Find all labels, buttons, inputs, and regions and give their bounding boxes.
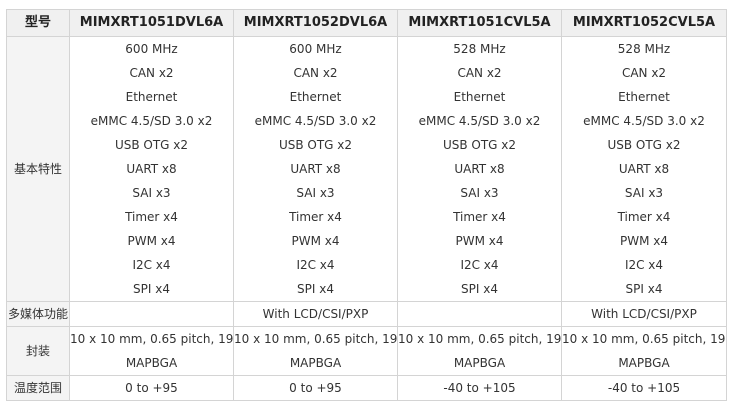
feature-cell: CAN x2 xyxy=(293,66,338,80)
feature-cell: eMMC 4.5/SD 3.0 x2 xyxy=(418,114,541,128)
feature-cell: SPI x4 xyxy=(461,282,498,296)
multimedia-label: 多媒体功能 xyxy=(6,301,70,327)
multimedia-row: 多媒体功能 With LCD/CSI/PXP With LCD/CSI/PXP xyxy=(6,301,727,327)
feature-cell: 528 MHz xyxy=(617,42,671,56)
feature-cell: SAI x3 xyxy=(296,186,335,200)
package-row: 封装 10 x 10 mm, 0.65 pitch, 196 MAPBGA 10… xyxy=(6,326,727,376)
feature-cell: 528 MHz xyxy=(453,42,506,56)
feature-cell: SPI x4 xyxy=(133,282,170,296)
package-line: MAPBGA xyxy=(289,356,342,370)
feature-cell: Timer x4 xyxy=(289,210,342,224)
feature-cell: UART x8 xyxy=(454,162,505,176)
feature-cell: Ethernet xyxy=(289,90,342,104)
feature-cell: Ethernet xyxy=(618,90,670,104)
package-label: 封装 xyxy=(6,326,70,376)
temperature-cell-3: -40 to +105 xyxy=(397,375,562,401)
feature-cell: I2C x4 xyxy=(132,258,171,272)
feature-cell: PWM x4 xyxy=(291,234,340,248)
header-row: 型号 MIMXRT1051DVL6A MIMXRT1052DVL6A MIMXR… xyxy=(6,9,727,37)
model-header-2: MIMXRT1052DVL6A xyxy=(233,9,398,37)
feature-cell: I2C x4 xyxy=(296,258,335,272)
model-header-1: MIMXRT1051DVL6A xyxy=(69,9,234,37)
feature-cell: UART x8 xyxy=(126,162,177,176)
package-line: 10 x 10 mm, 0.65 pitch, 196 xyxy=(70,332,234,346)
feature-cell: Timer x4 xyxy=(617,210,671,224)
multimedia-cell-2: With LCD/CSI/PXP xyxy=(233,301,398,327)
package-cell-2: 10 x 10 mm, 0.65 pitch, 196 MAPBGA xyxy=(233,326,398,376)
feature-cell: CAN x2 xyxy=(457,66,502,80)
feature-cell: SAI x3 xyxy=(624,186,664,200)
feature-cell: UART x8 xyxy=(618,162,670,176)
feature-cell: Ethernet xyxy=(453,90,506,104)
feature-cell: Ethernet xyxy=(125,90,178,104)
basic-features-col-4: 528 MHz CAN x2 Ethernet eMMC 4.5/SD 3.0 … xyxy=(561,36,727,302)
feature-cell: USB OTG x2 xyxy=(278,138,353,152)
header-label: 型号 xyxy=(6,9,70,37)
feature-cell: SAI x3 xyxy=(132,186,171,200)
feature-cell: PWM x4 xyxy=(455,234,504,248)
temperature-cell-4: -40 to +105 xyxy=(561,375,727,401)
temperature-cell-2: 0 to +95 xyxy=(233,375,398,401)
feature-cell: 600 MHz xyxy=(125,42,178,56)
feature-cell: PWM x4 xyxy=(619,234,668,248)
feature-cell: I2C x4 xyxy=(624,258,664,272)
feature-cell: PWM x4 xyxy=(127,234,176,248)
multimedia-cell-3 xyxy=(397,301,562,327)
feature-cell: USB OTG x2 xyxy=(607,138,681,152)
package-line: MAPBGA xyxy=(618,356,670,370)
feature-cell: SPI x4 xyxy=(297,282,334,296)
basic-features-col-3: 528 MHz CAN x2 Ethernet eMMC 4.5/SD 3.0 … xyxy=(397,36,562,302)
feature-cell: eMMC 4.5/SD 3.0 x2 xyxy=(254,114,377,128)
feature-cell: SPI x4 xyxy=(625,282,663,296)
temperature-row: 温度范围 0 to +95 0 to +95 -40 to +105 -40 t… xyxy=(6,375,727,401)
model-header-3: MIMXRT1051CVL5A xyxy=(397,9,562,37)
temperature-label: 温度范围 xyxy=(6,375,70,401)
package-line: MAPBGA xyxy=(453,356,506,370)
package-cell-4: 10 x 10 mm, 0.65 pitch, 196 MAPBGA xyxy=(561,326,727,376)
feature-cell: USB OTG x2 xyxy=(114,138,189,152)
package-line: MAPBGA xyxy=(125,356,178,370)
temperature-cell-1: 0 to +95 xyxy=(69,375,234,401)
basic-features-col-2: 600 MHz CAN x2 Ethernet eMMC 4.5/SD 3.0 … xyxy=(233,36,398,302)
model-header-4: MIMXRT1052CVL5A xyxy=(561,9,727,37)
basic-features-col-1: 600 MHz CAN x2 Ethernet eMMC 4.5/SD 3.0 … xyxy=(69,36,234,302)
package-cell-1: 10 x 10 mm, 0.65 pitch, 196 MAPBGA xyxy=(69,326,234,376)
feature-cell: Timer x4 xyxy=(453,210,506,224)
feature-cell: UART x8 xyxy=(290,162,341,176)
package-line: 10 x 10 mm, 0.65 pitch, 196 xyxy=(234,332,398,346)
multimedia-cell-1 xyxy=(69,301,234,327)
basic-features-label: 基本特性 xyxy=(6,36,70,302)
basic-features-row: 基本特性 600 MHz CAN x2 Ethernet eMMC 4.5/SD… xyxy=(6,36,727,302)
feature-cell: USB OTG x2 xyxy=(442,138,517,152)
feature-cell: CAN x2 xyxy=(621,66,667,80)
feature-cell: SAI x3 xyxy=(460,186,499,200)
feature-cell: I2C x4 xyxy=(460,258,499,272)
spec-table: 型号 MIMXRT1051DVL6A MIMXRT1052DVL6A MIMXR… xyxy=(6,9,727,401)
feature-cell: eMMC 4.5/SD 3.0 x2 xyxy=(583,114,705,128)
package-line: 10 x 10 mm, 0.65 pitch, 196 xyxy=(398,332,562,346)
package-cell-3: 10 x 10 mm, 0.65 pitch, 196 MAPBGA xyxy=(397,326,562,376)
feature-cell: Timer x4 xyxy=(125,210,178,224)
feature-cell: CAN x2 xyxy=(129,66,174,80)
feature-cell: eMMC 4.5/SD 3.0 x2 xyxy=(90,114,213,128)
package-line: 10 x 10 mm, 0.65 pitch, 196 xyxy=(562,332,727,346)
multimedia-cell-4: With LCD/CSI/PXP xyxy=(561,301,727,327)
feature-cell: 600 MHz xyxy=(289,42,342,56)
